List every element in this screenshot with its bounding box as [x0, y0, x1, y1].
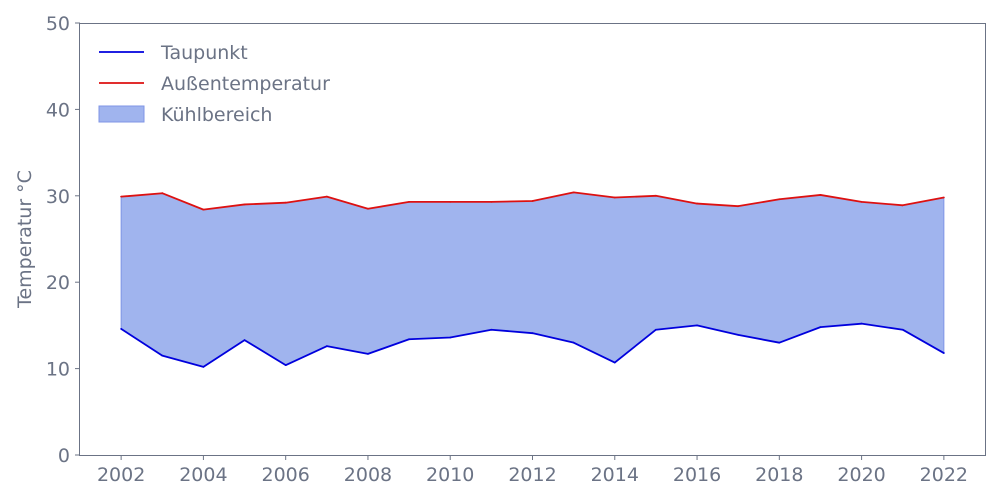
- outside-temperature-point: [696, 202, 698, 205]
- legend: Taupunkt Außentemperatur Kühlbereich: [98, 42, 330, 126]
- outside-temperature-point: [449, 200, 452, 203]
- dew-point-point: [367, 353, 369, 355]
- outside-temperature-point: [367, 207, 369, 210]
- dew-point-point: [408, 338, 410, 341]
- outside-temperature-point: [819, 194, 822, 196]
- outside-temperature-point: [778, 198, 781, 201]
- y-tick-label: 30: [46, 186, 70, 208]
- dew-point-point: [778, 341, 781, 344]
- x-tick-label: 2014: [591, 464, 639, 486]
- dew-point-point: [655, 328, 657, 331]
- x-tick-label: 2004: [179, 464, 227, 486]
- x-tick-label: 2022: [920, 464, 968, 486]
- y-axis-label: Temperatur °C: [14, 170, 36, 309]
- outside-temperature-point: [284, 201, 287, 204]
- dew-point-point: [531, 332, 534, 335]
- y-tick-label: 50: [46, 13, 70, 35]
- x-tick-label: 2006: [262, 464, 310, 486]
- dew-point-point: [202, 365, 205, 368]
- y-tick-label: 10: [46, 359, 70, 381]
- dew-point-point: [819, 326, 822, 329]
- outside-temperature-point: [161, 192, 164, 195]
- outside-temperature-point: [490, 200, 493, 203]
- outside-temperature-point: [613, 196, 616, 199]
- outside-temperature-point: [942, 196, 945, 199]
- x-tick-label: 2020: [837, 464, 885, 486]
- y-tick-label: 40: [46, 99, 70, 121]
- dew-point-point: [860, 322, 863, 325]
- dew-point-point: [284, 364, 287, 367]
- y-tick-label: 20: [46, 272, 70, 294]
- x-tick-label: 2012: [508, 464, 556, 486]
- dew-point-point: [901, 328, 904, 331]
- y-tick-label: 0: [58, 445, 70, 467]
- legend-dew-point-label: Taupunkt: [160, 42, 248, 64]
- dew-point-point: [161, 354, 164, 357]
- legend-cooling-range-swatch: [98, 105, 145, 123]
- dew-point-point: [449, 336, 452, 339]
- outside-temperature-point: [655, 194, 657, 197]
- x-tick-label: 2010: [426, 464, 474, 486]
- dew-point-point: [737, 334, 740, 336]
- legend-cooling-range-label: Kühlbereich: [161, 104, 272, 126]
- x-tick-label: 2008: [344, 464, 392, 486]
- dew-point-point: [696, 324, 698, 327]
- outside-temperature-point: [120, 195, 123, 198]
- x-tick-label: 2016: [673, 464, 721, 486]
- outside-temperature-point: [860, 200, 863, 203]
- dew-point-point: [942, 352, 945, 354]
- dew-point-point: [243, 339, 246, 341]
- legend-outside-temperature-label: Außentemperatur: [161, 73, 330, 95]
- outside-temperature-point: [531, 200, 534, 202]
- outside-temperature-point: [737, 205, 740, 208]
- outside-temperature-point: [202, 208, 205, 211]
- outside-temperature-point: [408, 200, 410, 203]
- x-tick-label: 2018: [755, 464, 803, 486]
- dew-point-point: [572, 341, 575, 344]
- outside-temperature-point: [325, 195, 328, 198]
- outside-temperature-point: [243, 203, 246, 206]
- x-tick-label: 2002: [97, 464, 145, 486]
- outside-temperature-point: [901, 204, 904, 207]
- dew-point-point: [325, 345, 328, 348]
- dew-point-point: [490, 328, 493, 331]
- outside-temperature-point: [572, 191, 575, 194]
- dew-point-point: [613, 361, 616, 364]
- dew-point-point: [120, 327, 123, 330]
